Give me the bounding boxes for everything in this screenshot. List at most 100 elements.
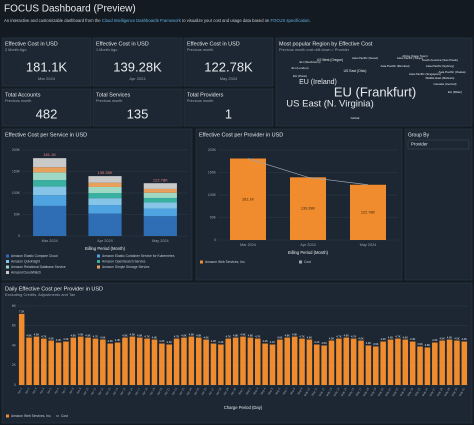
x-tick-label: Apr 18	[141, 386, 149, 396]
x-tick-label: May 24	[406, 386, 414, 396]
y-tick-label: 6K	[12, 324, 17, 328]
y-tick-label: 0	[18, 234, 20, 238]
bar-segment	[143, 216, 177, 236]
x-tick-label: May 12	[318, 386, 326, 396]
bar	[409, 341, 416, 385]
x-tick-label: May 22	[391, 386, 399, 396]
kpi-subtitle: Previous month	[96, 99, 122, 103]
x-tick-label: May 2024	[360, 243, 377, 247]
bar-label: 4.6K	[203, 335, 209, 339]
bar	[328, 340, 335, 385]
bar-label: 4.5K	[49, 336, 55, 340]
subtitle-link[interactable]: FOCUS specification	[271, 18, 311, 23]
cloud-word: Africa (Cape Town)	[402, 54, 427, 58]
bar	[55, 342, 62, 385]
bar	[291, 336, 298, 385]
bar	[77, 336, 84, 385]
dashboard-subtitle: An interactive and customizable dashboar…	[4, 18, 311, 23]
subtitle-text: to visualize your cost and usage data ba…	[181, 18, 271, 23]
bar-label: 4.5K	[329, 336, 335, 340]
legend-swatch	[97, 265, 100, 269]
legend-label: Cost	[61, 414, 68, 418]
bar	[358, 340, 364, 385]
bar-label: 3.9K	[417, 342, 423, 346]
bar-label: 4.6K	[100, 335, 106, 339]
y-tick-label: 150K	[12, 169, 21, 173]
x-tick-label: Apr 29	[222, 386, 230, 396]
cloud-word: US West (Oregon)	[317, 58, 343, 62]
x-tick-label: Apr 20	[156, 386, 164, 396]
bar-label: 4.8K	[26, 333, 32, 337]
bar-label: 4.7K	[395, 334, 401, 338]
bar-label: 4.4K	[462, 337, 468, 341]
cloud-word: Middle East (Bahrain)	[426, 76, 455, 80]
x-tick-label: May 28	[436, 386, 444, 396]
bar	[232, 337, 239, 385]
bar-label: 4.9K	[130, 332, 136, 336]
panel	[92, 37, 183, 87]
bar-label: 4.7K	[255, 334, 261, 338]
kpi-value: 135	[127, 106, 149, 121]
kpi-title: Effective Cost in USD	[187, 41, 240, 47]
bar-segment	[88, 205, 122, 214]
x-tick-label: Apr 22	[171, 386, 179, 396]
x-tick-label: Mar 2024	[240, 243, 256, 247]
bar	[402, 339, 409, 385]
legend-swatch	[6, 414, 9, 418]
bar	[277, 339, 283, 385]
bar-label: 4.9K	[240, 332, 246, 336]
bar-label: 4.8K	[248, 333, 254, 337]
x-tick-label: May 3	[252, 386, 259, 395]
x-tick-label: May 23	[399, 386, 407, 396]
cloud-word: Asia Pacific (Singapore)	[409, 72, 441, 76]
subtitle-link[interactable]: Cloud Intelligence Dashboards Framework	[102, 18, 182, 23]
x-tick-label: May 13	[325, 386, 333, 396]
total-label: 139.28K	[98, 170, 113, 175]
bar-segment	[33, 205, 67, 236]
bar-segment	[88, 193, 122, 199]
bar	[173, 338, 180, 385]
legend-swatch	[97, 254, 100, 258]
legend-swatch	[97, 260, 100, 263]
bar-label: 4.3K	[432, 338, 438, 342]
x-tick-label: Apr 7	[61, 386, 68, 394]
bar-label: 4.1K	[167, 340, 173, 344]
bar	[92, 338, 99, 385]
legend-swatch	[200, 260, 203, 264]
x-tick-label: May 4	[259, 386, 266, 395]
dropdown-value[interactable]: Provider	[411, 142, 428, 147]
x-tick-label: Apr 15	[119, 386, 127, 396]
x-tick-label: Apr 19	[148, 386, 156, 396]
panel	[183, 37, 274, 87]
cloud-word: US East (Ohio)	[344, 69, 367, 73]
bar	[365, 345, 372, 385]
bar	[336, 338, 342, 385]
bar-label: 4.0K	[321, 341, 327, 345]
kpi-title: Total Providers	[187, 92, 224, 98]
x-tick-label: May 29	[443, 386, 451, 396]
x-tick-label: Apr 12	[97, 386, 105, 396]
dropdown[interactable]	[407, 139, 470, 150]
cloud-word: Asia Pacific (Seoul)	[352, 56, 378, 60]
bar-label: 4.6K	[152, 335, 158, 339]
legend-swatch	[6, 254, 9, 258]
y-tick-label: 50K	[14, 212, 21, 216]
x-tick-label: Apr 24	[185, 386, 193, 396]
x-tick-label: Apr 11	[89, 386, 97, 395]
cloud-word: Asia Pacific (Mumbai)	[380, 64, 409, 68]
bar	[151, 339, 158, 385]
y-tick-label: 100K	[208, 193, 217, 197]
x-tick-label: Apr 28	[215, 386, 223, 396]
bar	[247, 337, 254, 385]
x-tick-label: May 11	[310, 386, 318, 396]
x-tick-label: May 15	[340, 386, 348, 396]
bar-segment	[143, 192, 177, 198]
bar-label: 4.2K	[211, 339, 217, 343]
bar-label: 4.7K	[351, 334, 357, 338]
x-tick-label: Apr 1	[16, 386, 23, 394]
bar-label: 4.8K	[233, 333, 239, 337]
x-tick-label: May 1	[237, 386, 244, 395]
bar	[136, 337, 143, 385]
kpi-value: 139.28K	[113, 59, 162, 74]
x-tick-label: Apr 17	[134, 386, 142, 396]
